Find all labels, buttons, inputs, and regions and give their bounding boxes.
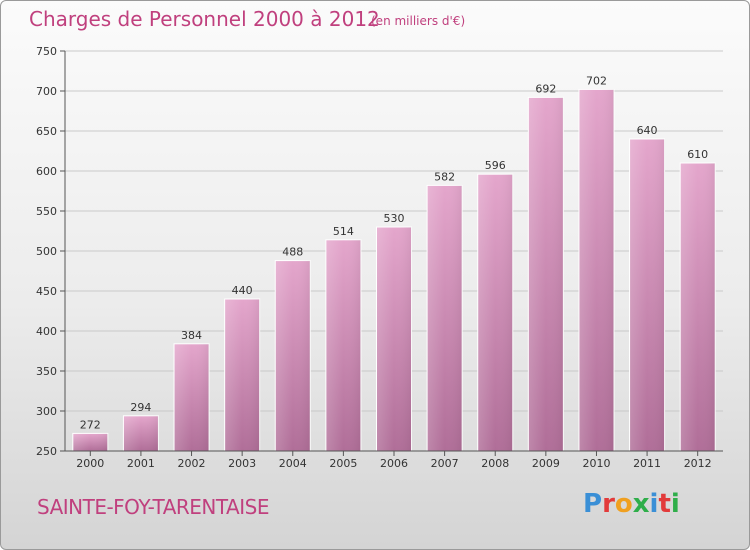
y-tick-label: 750 bbox=[36, 45, 57, 58]
value-label-2006: 530 bbox=[384, 212, 405, 225]
y-tick-label: 450 bbox=[36, 285, 57, 298]
value-label-2005: 514 bbox=[333, 225, 354, 238]
logo-letter: i bbox=[671, 489, 680, 519]
bar-shine bbox=[579, 89, 614, 451]
y-tick-label: 700 bbox=[36, 85, 57, 98]
bar-shine bbox=[630, 139, 665, 451]
bar-shine bbox=[528, 97, 563, 451]
x-tick-label-2012: 2012 bbox=[684, 457, 712, 470]
x-tick-label-2011: 2011 bbox=[633, 457, 661, 470]
y-tick-label: 400 bbox=[36, 325, 57, 338]
x-tick-label-2005: 2005 bbox=[329, 457, 357, 470]
value-label-2008: 596 bbox=[485, 159, 506, 172]
value-label-2002: 384 bbox=[181, 329, 202, 342]
bar-shine bbox=[174, 344, 209, 451]
value-label-2001: 294 bbox=[130, 401, 151, 414]
bar-shine bbox=[73, 433, 108, 451]
value-label-2011: 640 bbox=[637, 124, 658, 137]
value-label-2010: 702 bbox=[586, 74, 607, 87]
y-tick-label: 550 bbox=[36, 205, 57, 218]
y-tick-label: 300 bbox=[36, 405, 57, 418]
y-tick-label: 250 bbox=[36, 445, 57, 458]
proxiti-logo[interactable]: Proxiti bbox=[583, 489, 680, 519]
x-tick-label-2002: 2002 bbox=[178, 457, 206, 470]
y-tick-label: 350 bbox=[36, 365, 57, 378]
logo-letter: P bbox=[583, 489, 602, 519]
x-tick-label-2008: 2008 bbox=[481, 457, 509, 470]
logo-letter: x bbox=[633, 489, 650, 519]
bar-shine bbox=[680, 163, 715, 451]
logo-letter: t bbox=[658, 489, 670, 519]
logo-letter: r bbox=[602, 489, 615, 519]
x-tick-label-2006: 2006 bbox=[380, 457, 408, 470]
x-tick-label-2000: 2000 bbox=[76, 457, 104, 470]
logo-letter: o bbox=[615, 489, 633, 519]
bar-shine bbox=[225, 299, 260, 451]
x-tick-label-2003: 2003 bbox=[228, 457, 256, 470]
x-tick-label-2001: 2001 bbox=[127, 457, 155, 470]
bars bbox=[73, 89, 715, 451]
value-label-2000: 272 bbox=[80, 418, 101, 431]
logo-letter: i bbox=[650, 489, 659, 519]
bar-shine bbox=[377, 227, 412, 451]
x-tick-label-2010: 2010 bbox=[582, 457, 610, 470]
city-name: SAINTE-FOY-TARENTAISE bbox=[37, 495, 269, 519]
y-tick-label: 600 bbox=[36, 165, 57, 178]
x-tick-label-2007: 2007 bbox=[431, 457, 459, 470]
bar-shine bbox=[478, 174, 513, 451]
value-label-2009: 692 bbox=[535, 82, 556, 95]
x-tick-label-2009: 2009 bbox=[532, 457, 560, 470]
bar-shine bbox=[123, 416, 158, 451]
value-label-2012: 610 bbox=[687, 148, 708, 161]
bar-shine bbox=[275, 261, 310, 451]
bar-shine bbox=[326, 240, 361, 451]
y-tick-label: 650 bbox=[36, 125, 57, 138]
bar-shine bbox=[427, 185, 462, 451]
value-label-2003: 440 bbox=[232, 284, 253, 297]
value-label-2007: 582 bbox=[434, 170, 455, 183]
x-tick-label-2004: 2004 bbox=[279, 457, 307, 470]
y-tick-label: 500 bbox=[36, 245, 57, 258]
value-label-2004: 488 bbox=[282, 246, 303, 259]
